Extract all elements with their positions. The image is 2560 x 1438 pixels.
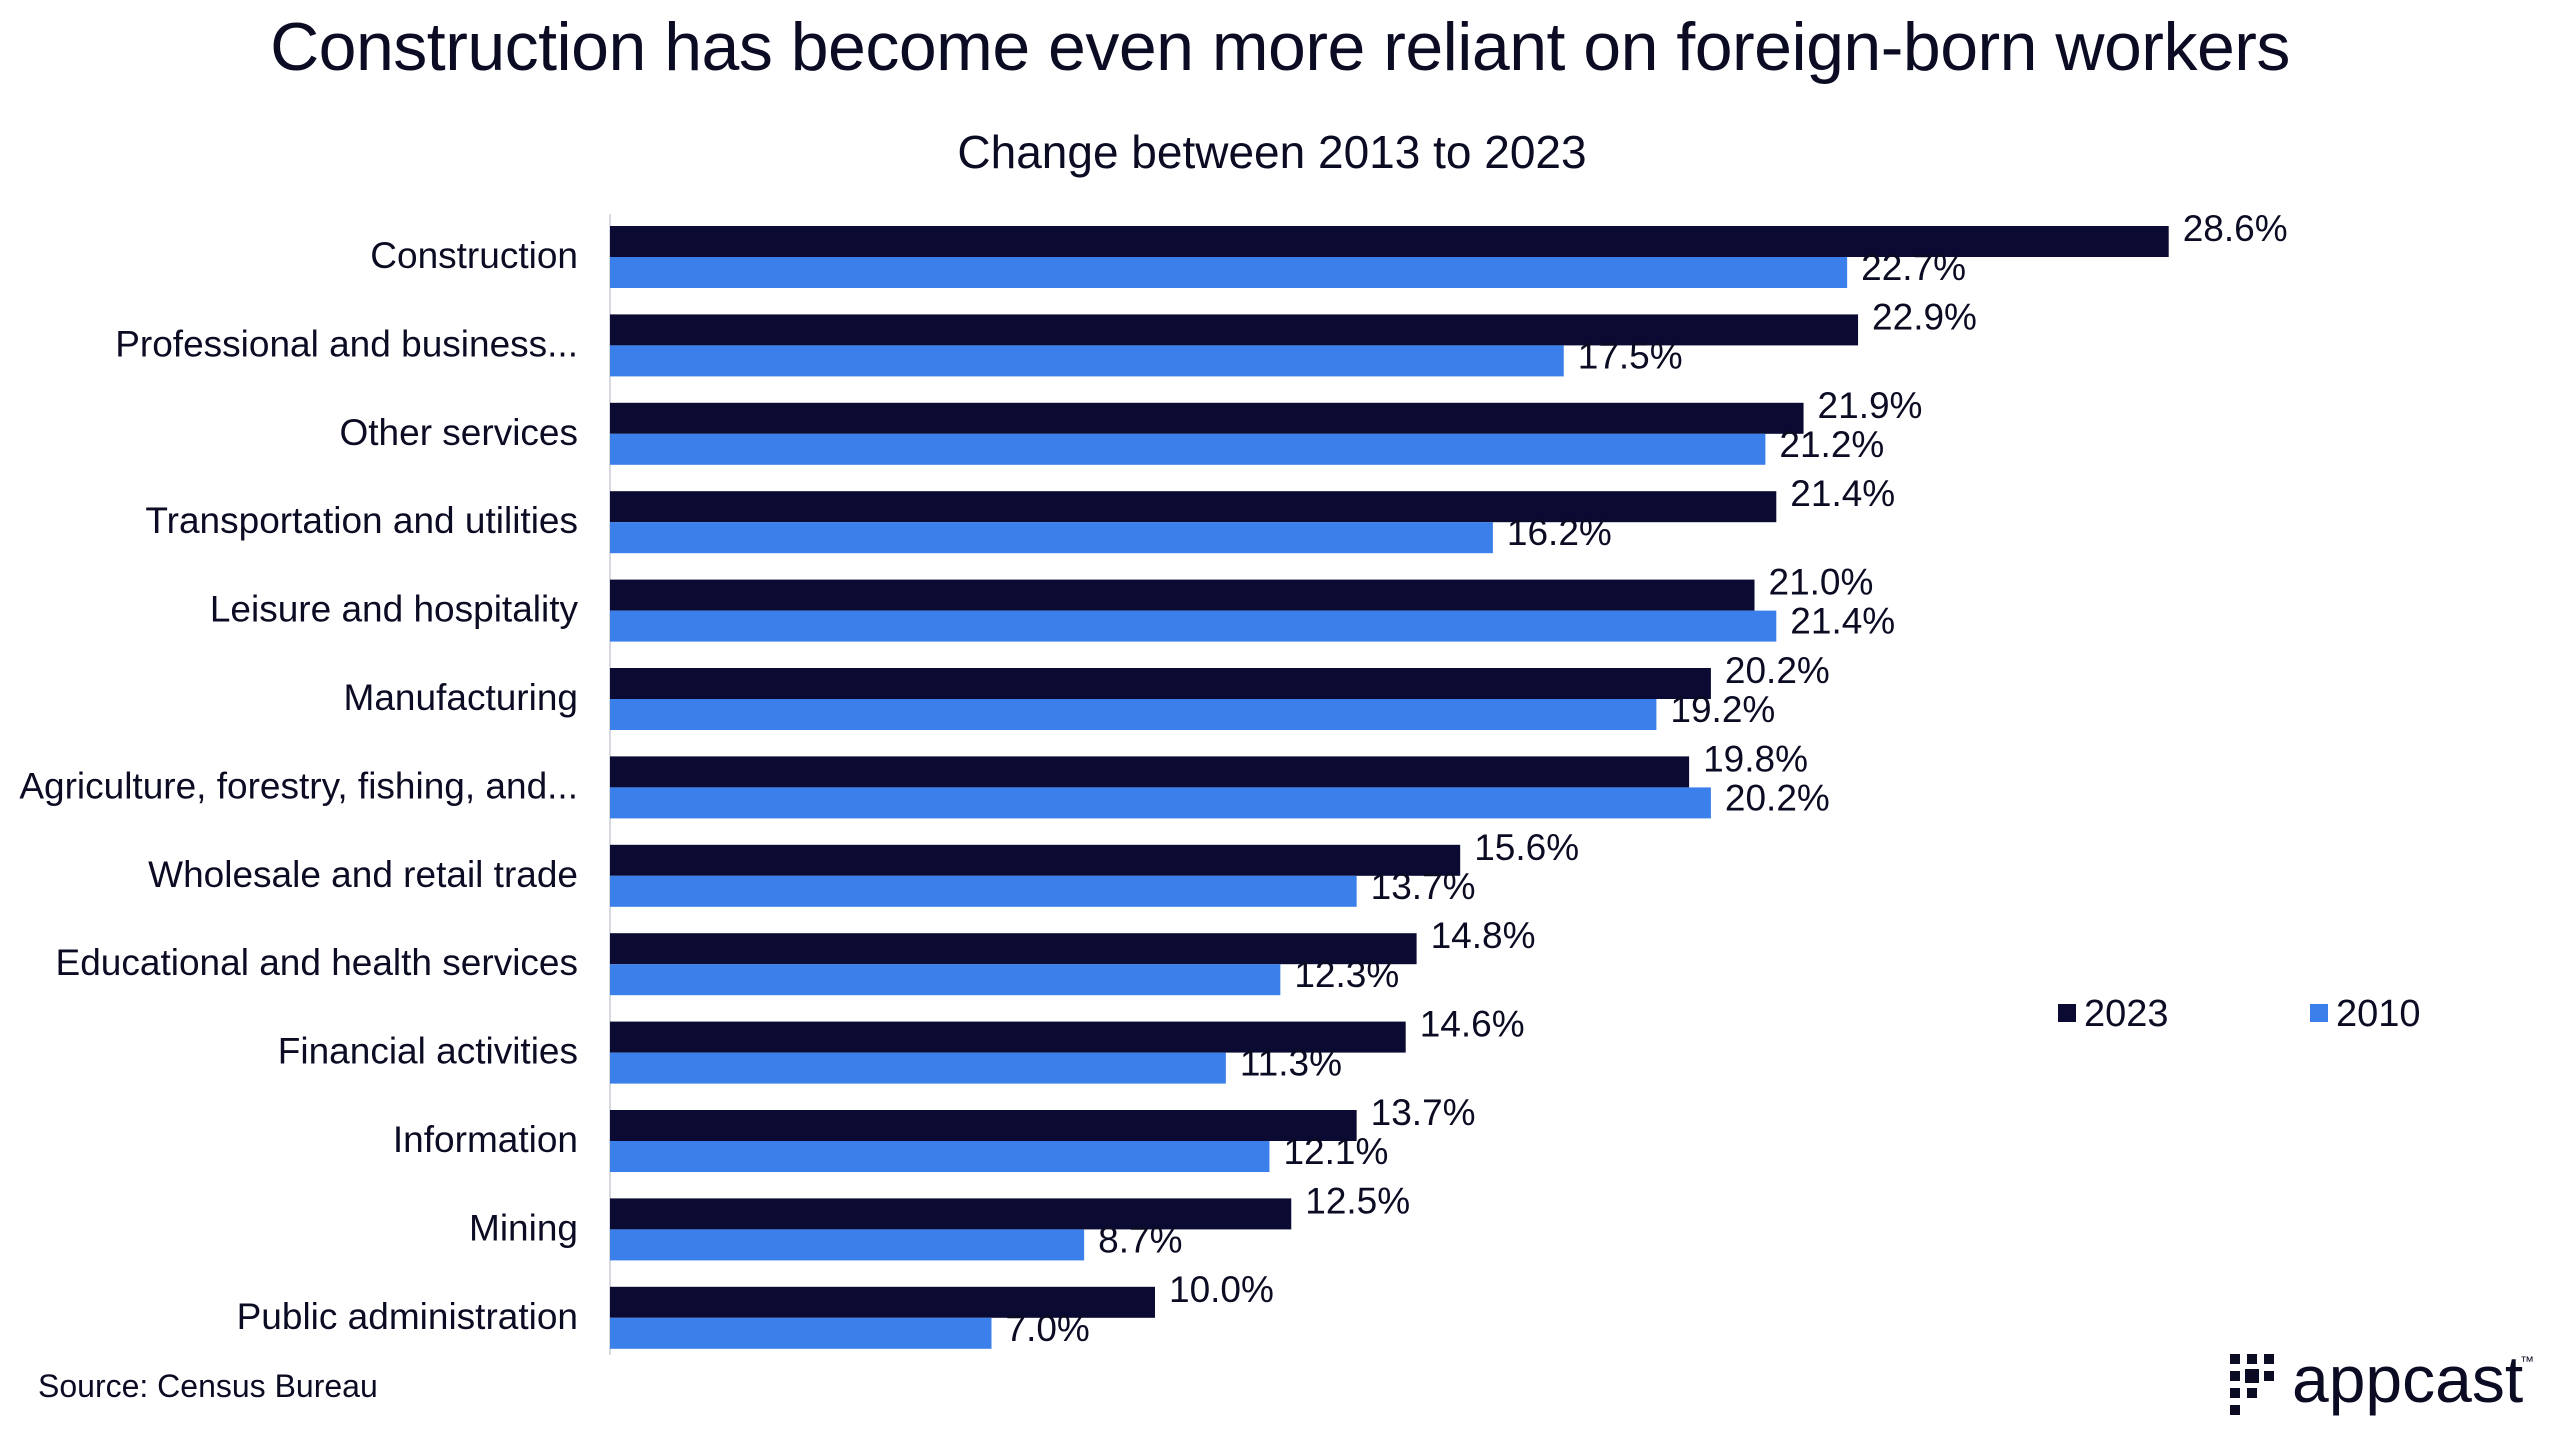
legend-swatch-2010: [2310, 1004, 2328, 1022]
data-label-2010: 17.5%: [1578, 335, 1683, 376]
bar-2010: [610, 345, 1564, 377]
data-label-2010: 12.1%: [1283, 1131, 1388, 1172]
bar-2010: [610, 1317, 992, 1349]
logo-dot: [2247, 1354, 2257, 1364]
logo-dot: [2230, 1405, 2240, 1415]
trademark-mark: ™: [2520, 1353, 2534, 1369]
category-label: Agriculture, forestry, fishing, and...: [19, 765, 578, 806]
data-label-2010: 12.3%: [1294, 954, 1399, 995]
labels-layer: Construction 28.6% 22.7% Professional and b…: [19, 208, 2287, 1349]
data-label-2010: 16.2%: [1507, 512, 1612, 553]
bar-2010: [610, 787, 1711, 819]
category-label: Leisure and hospitality: [210, 589, 579, 630]
data-label-2023: 21.9%: [1818, 385, 1923, 426]
data-label-2010: 22.7%: [1861, 247, 1966, 288]
data-label-2023: 12.5%: [1305, 1180, 1410, 1221]
bar-2023: [610, 933, 1417, 965]
data-label-2023: 14.6%: [1420, 1004, 1525, 1045]
legend-swatch-2023: [2058, 1004, 2076, 1022]
bar-2023: [610, 844, 1461, 876]
category-label: Construction: [370, 235, 578, 276]
data-label-2010: 21.2%: [1779, 424, 1884, 465]
source-note: Source: Census Bureau: [38, 1368, 378, 1404]
appcast-wordmark: appcast: [2292, 1342, 2523, 1416]
data-label-2023: 10.0%: [1169, 1269, 1274, 1310]
logo-dot: [2245, 1369, 2259, 1383]
bar-2023: [610, 756, 1690, 788]
bar-2010: [610, 522, 1493, 554]
appcast-mark-icon: [2230, 1354, 2274, 1415]
chart-title: Construction has become even more relian…: [270, 9, 2290, 85]
logo-dot: [2230, 1354, 2240, 1364]
bar-2023: [610, 1286, 1155, 1318]
data-label-2023: 13.7%: [1371, 1092, 1476, 1133]
logo-dot: [2230, 1371, 2240, 1381]
category-label: Financial activities: [278, 1031, 578, 1072]
data-label-2023: 20.2%: [1725, 650, 1830, 691]
bar-2010: [610, 1052, 1226, 1084]
bar-2023: [610, 314, 1859, 346]
category-label: Manufacturing: [344, 677, 578, 718]
data-label-2010: 8.7%: [1098, 1219, 1182, 1260]
category-label: Public administration: [237, 1296, 578, 1337]
data-label-2023: 22.9%: [1872, 296, 1977, 337]
data-label-2010: 19.2%: [1670, 689, 1775, 730]
category-label: Professional and business...: [115, 323, 578, 364]
bar-2023: [610, 226, 2169, 257]
bar-2010: [610, 964, 1281, 996]
category-label: Mining: [469, 1207, 578, 1248]
data-label-2010: 7.0%: [1006, 1308, 1090, 1349]
logo-dot: [2264, 1354, 2274, 1364]
bar-2023: [610, 579, 1755, 611]
legend: 2023 2010: [2058, 993, 2421, 1035]
legend-label-2010: 2010: [2336, 993, 2421, 1035]
category-label: Transportation and utilities: [145, 500, 578, 541]
data-label-2010: 20.2%: [1725, 777, 1830, 818]
logo-dot: [2230, 1388, 2240, 1398]
chart-subtitle: Change between 2013 to 2023: [957, 126, 1586, 178]
bar-2023: [610, 668, 1711, 699]
data-label-2023: 14.8%: [1431, 915, 1536, 956]
category-label: Information: [393, 1119, 578, 1160]
data-label-2023: 19.8%: [1703, 738, 1808, 779]
category-label: Educational and health services: [56, 942, 578, 983]
bar-2010: [610, 257, 1848, 288]
bar-2010: [610, 1229, 1085, 1261]
bars-layer: [610, 226, 2169, 1349]
legend-label-2023: 2023: [2084, 993, 2169, 1035]
bar-2010: [610, 875, 1357, 907]
data-label-2010: 13.7%: [1371, 866, 1476, 907]
data-label-2023: 28.6%: [2183, 208, 2288, 249]
data-label-2023: 21.0%: [1769, 562, 1874, 603]
bar-2010: [610, 433, 1766, 465]
category-label: Wholesale and retail trade: [148, 854, 578, 895]
logo-dot: [2264, 1371, 2274, 1381]
bar-2023: [610, 1198, 1292, 1230]
bar-2023: [610, 1021, 1406, 1053]
bar-2023: [610, 491, 1777, 523]
bar-2010: [610, 610, 1777, 642]
bar-2010: [610, 699, 1657, 730]
data-label-2010: 11.3%: [1240, 1043, 1342, 1084]
data-label-2010: 21.4%: [1790, 601, 1895, 642]
bar-2010: [610, 1141, 1270, 1172]
data-label-2023: 15.6%: [1474, 827, 1579, 868]
bar-2023: [610, 1110, 1357, 1141]
bar-2023: [610, 402, 1804, 434]
data-label-2023: 21.4%: [1790, 473, 1895, 514]
category-label: Other services: [339, 412, 578, 453]
logo-dot: [2247, 1388, 2257, 1398]
